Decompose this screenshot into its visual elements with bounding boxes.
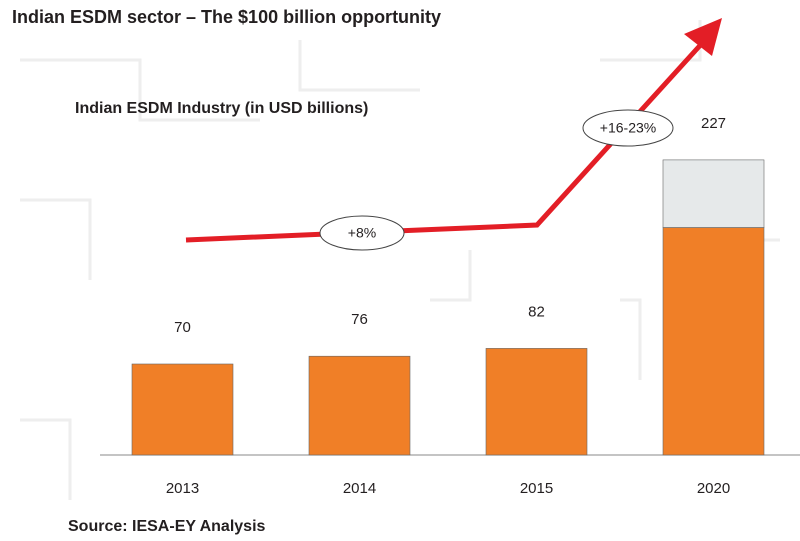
growth-badge xyxy=(319,215,405,251)
x-tick-label: 2013 xyxy=(166,480,199,497)
data-label: 70 xyxy=(174,319,191,336)
arrow-head xyxy=(684,18,722,56)
data-label: 227 xyxy=(701,115,726,132)
source-note: Source: IESA-EY Analysis xyxy=(68,518,266,535)
data-label: 82 xyxy=(528,303,545,320)
growth-label: +16-23% xyxy=(600,120,656,136)
bar xyxy=(485,348,588,456)
bar xyxy=(131,363,234,456)
growth-badge xyxy=(582,109,674,147)
growth-line xyxy=(185,38,707,243)
circuit-background xyxy=(20,20,780,500)
x-tick-label: 2014 xyxy=(343,480,376,497)
growth-arrow: +8% +16-23% xyxy=(185,18,722,251)
data-label: 76 xyxy=(351,311,368,328)
bar xyxy=(662,227,765,456)
bar xyxy=(662,159,765,228)
x-tick-label: 2015 xyxy=(520,480,553,497)
growth-label: +8% xyxy=(348,225,376,241)
chart-title: Indian ESDM sector – The $100 billion op… xyxy=(12,7,441,27)
bar xyxy=(308,355,411,456)
x-tick-label: 2020 xyxy=(697,480,730,497)
chart-subtitle: Indian ESDM Industry (in USD billions) xyxy=(75,100,368,117)
